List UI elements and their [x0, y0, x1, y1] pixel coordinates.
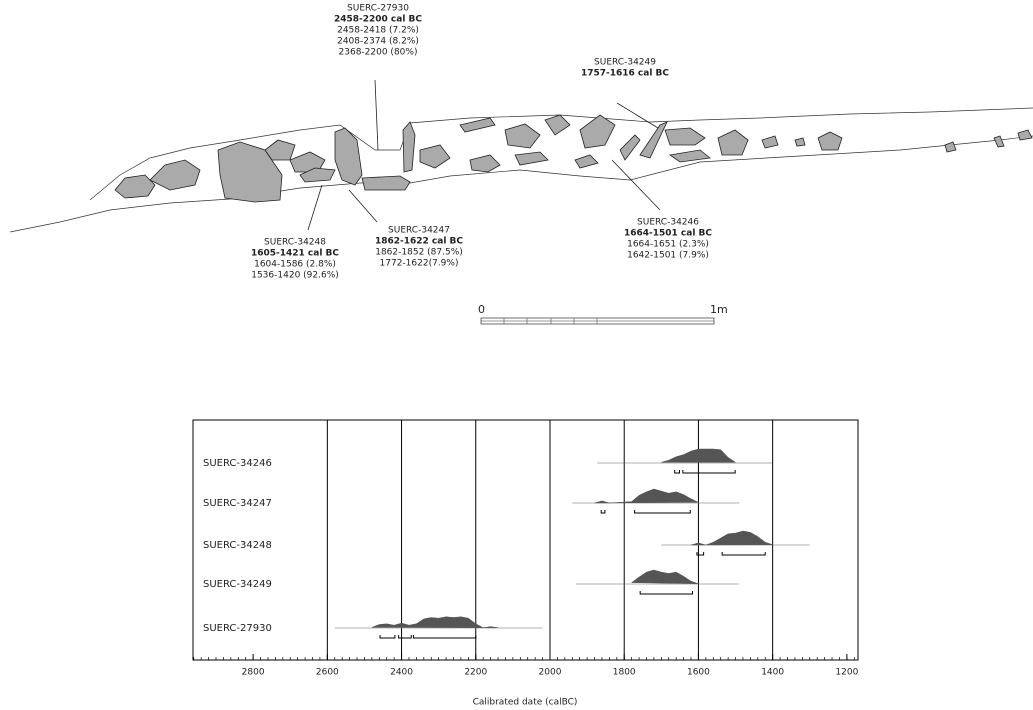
x-tick-label: 1200 — [835, 668, 858, 678]
row-label: SUERC-34247 — [203, 498, 272, 509]
sample-range: 1862-1852 (87.5%) — [375, 248, 463, 258]
leader-line — [617, 103, 658, 128]
sample-label: SUERC-27930 — [347, 4, 409, 14]
x-tick-label: 1600 — [687, 668, 710, 678]
sample-range: 1642-1501 (7.9%) — [627, 251, 709, 261]
sample-label: SUERC-34246 — [637, 218, 699, 228]
leader-line — [349, 190, 377, 222]
sample-date: 1605-1421 cal BC — [251, 249, 339, 259]
scale-start: 0 — [478, 303, 485, 316]
sample-range: 1604-1586 (2.8%) — [254, 260, 336, 270]
x-tick-label: 2600 — [316, 668, 339, 678]
sample-label: SUERC-34247 — [388, 226, 450, 236]
section-drawing: 0 1m — [10, 80, 1033, 324]
sample-range: 1536-1420 (92.6%) — [251, 271, 339, 281]
leader-line — [308, 185, 322, 230]
sample-date: 1664-1501 cal BC — [624, 229, 712, 239]
range-bracket — [675, 470, 680, 473]
scale-bar: 0 1m — [478, 303, 728, 324]
leader-line — [375, 80, 378, 150]
range-bracket — [722, 552, 765, 555]
probability-curve — [632, 570, 699, 584]
x-tick-label: 2400 — [390, 668, 413, 678]
sample-range: 2408-2374 (8.2%) — [337, 37, 419, 47]
sample-date: 1757-1616 cal BC — [581, 69, 669, 79]
sample-date: 2458-2200 cal BC — [334, 15, 422, 25]
probability-curve — [691, 531, 773, 545]
scale-end: 1m — [710, 303, 728, 316]
range-bracket — [640, 591, 692, 594]
x-tick-label: 1400 — [761, 668, 784, 678]
probability-curve — [661, 449, 735, 462]
row-label: SUERC-34248 — [203, 540, 272, 551]
range-bracket — [399, 635, 412, 638]
row-label: SUERC-27930 — [203, 623, 272, 634]
sample-range: 1772-1622(7.9%) — [380, 259, 459, 269]
stones — [115, 115, 1032, 202]
sample-range: 2458-2418 (7.2%) — [337, 26, 419, 36]
x-axis-title: Calibrated date (calBC) — [473, 698, 578, 708]
probability-curve — [595, 489, 699, 503]
probability-curve — [372, 617, 498, 628]
sample-label: SUERC-34248 — [264, 238, 326, 248]
range-bracket — [635, 510, 691, 513]
leader-line — [612, 160, 660, 210]
row-label: SUERC-34246 — [203, 458, 272, 469]
x-tick-label: 2000 — [539, 668, 562, 678]
range-bracket — [413, 635, 475, 638]
x-tick-label: 2200 — [464, 668, 487, 678]
range-bracket — [380, 635, 395, 638]
range-bracket — [683, 470, 735, 473]
figure: 0 1m Calibrated date (calBC) SUERC-27930… — [0, 0, 1033, 710]
x-tick-label: 1800 — [613, 668, 636, 678]
row-label: SUERC-34249 — [203, 579, 272, 590]
range-bracket — [601, 510, 605, 513]
sample-label: SUERC-34249 — [594, 58, 656, 68]
sample-range: 1664-1651 (2.3%) — [627, 240, 709, 250]
sample-date: 1862-1622 cal BC — [375, 237, 463, 247]
x-tick-label: 2800 — [242, 668, 265, 678]
sample-range: 2368-2200 (80%) — [339, 48, 418, 58]
